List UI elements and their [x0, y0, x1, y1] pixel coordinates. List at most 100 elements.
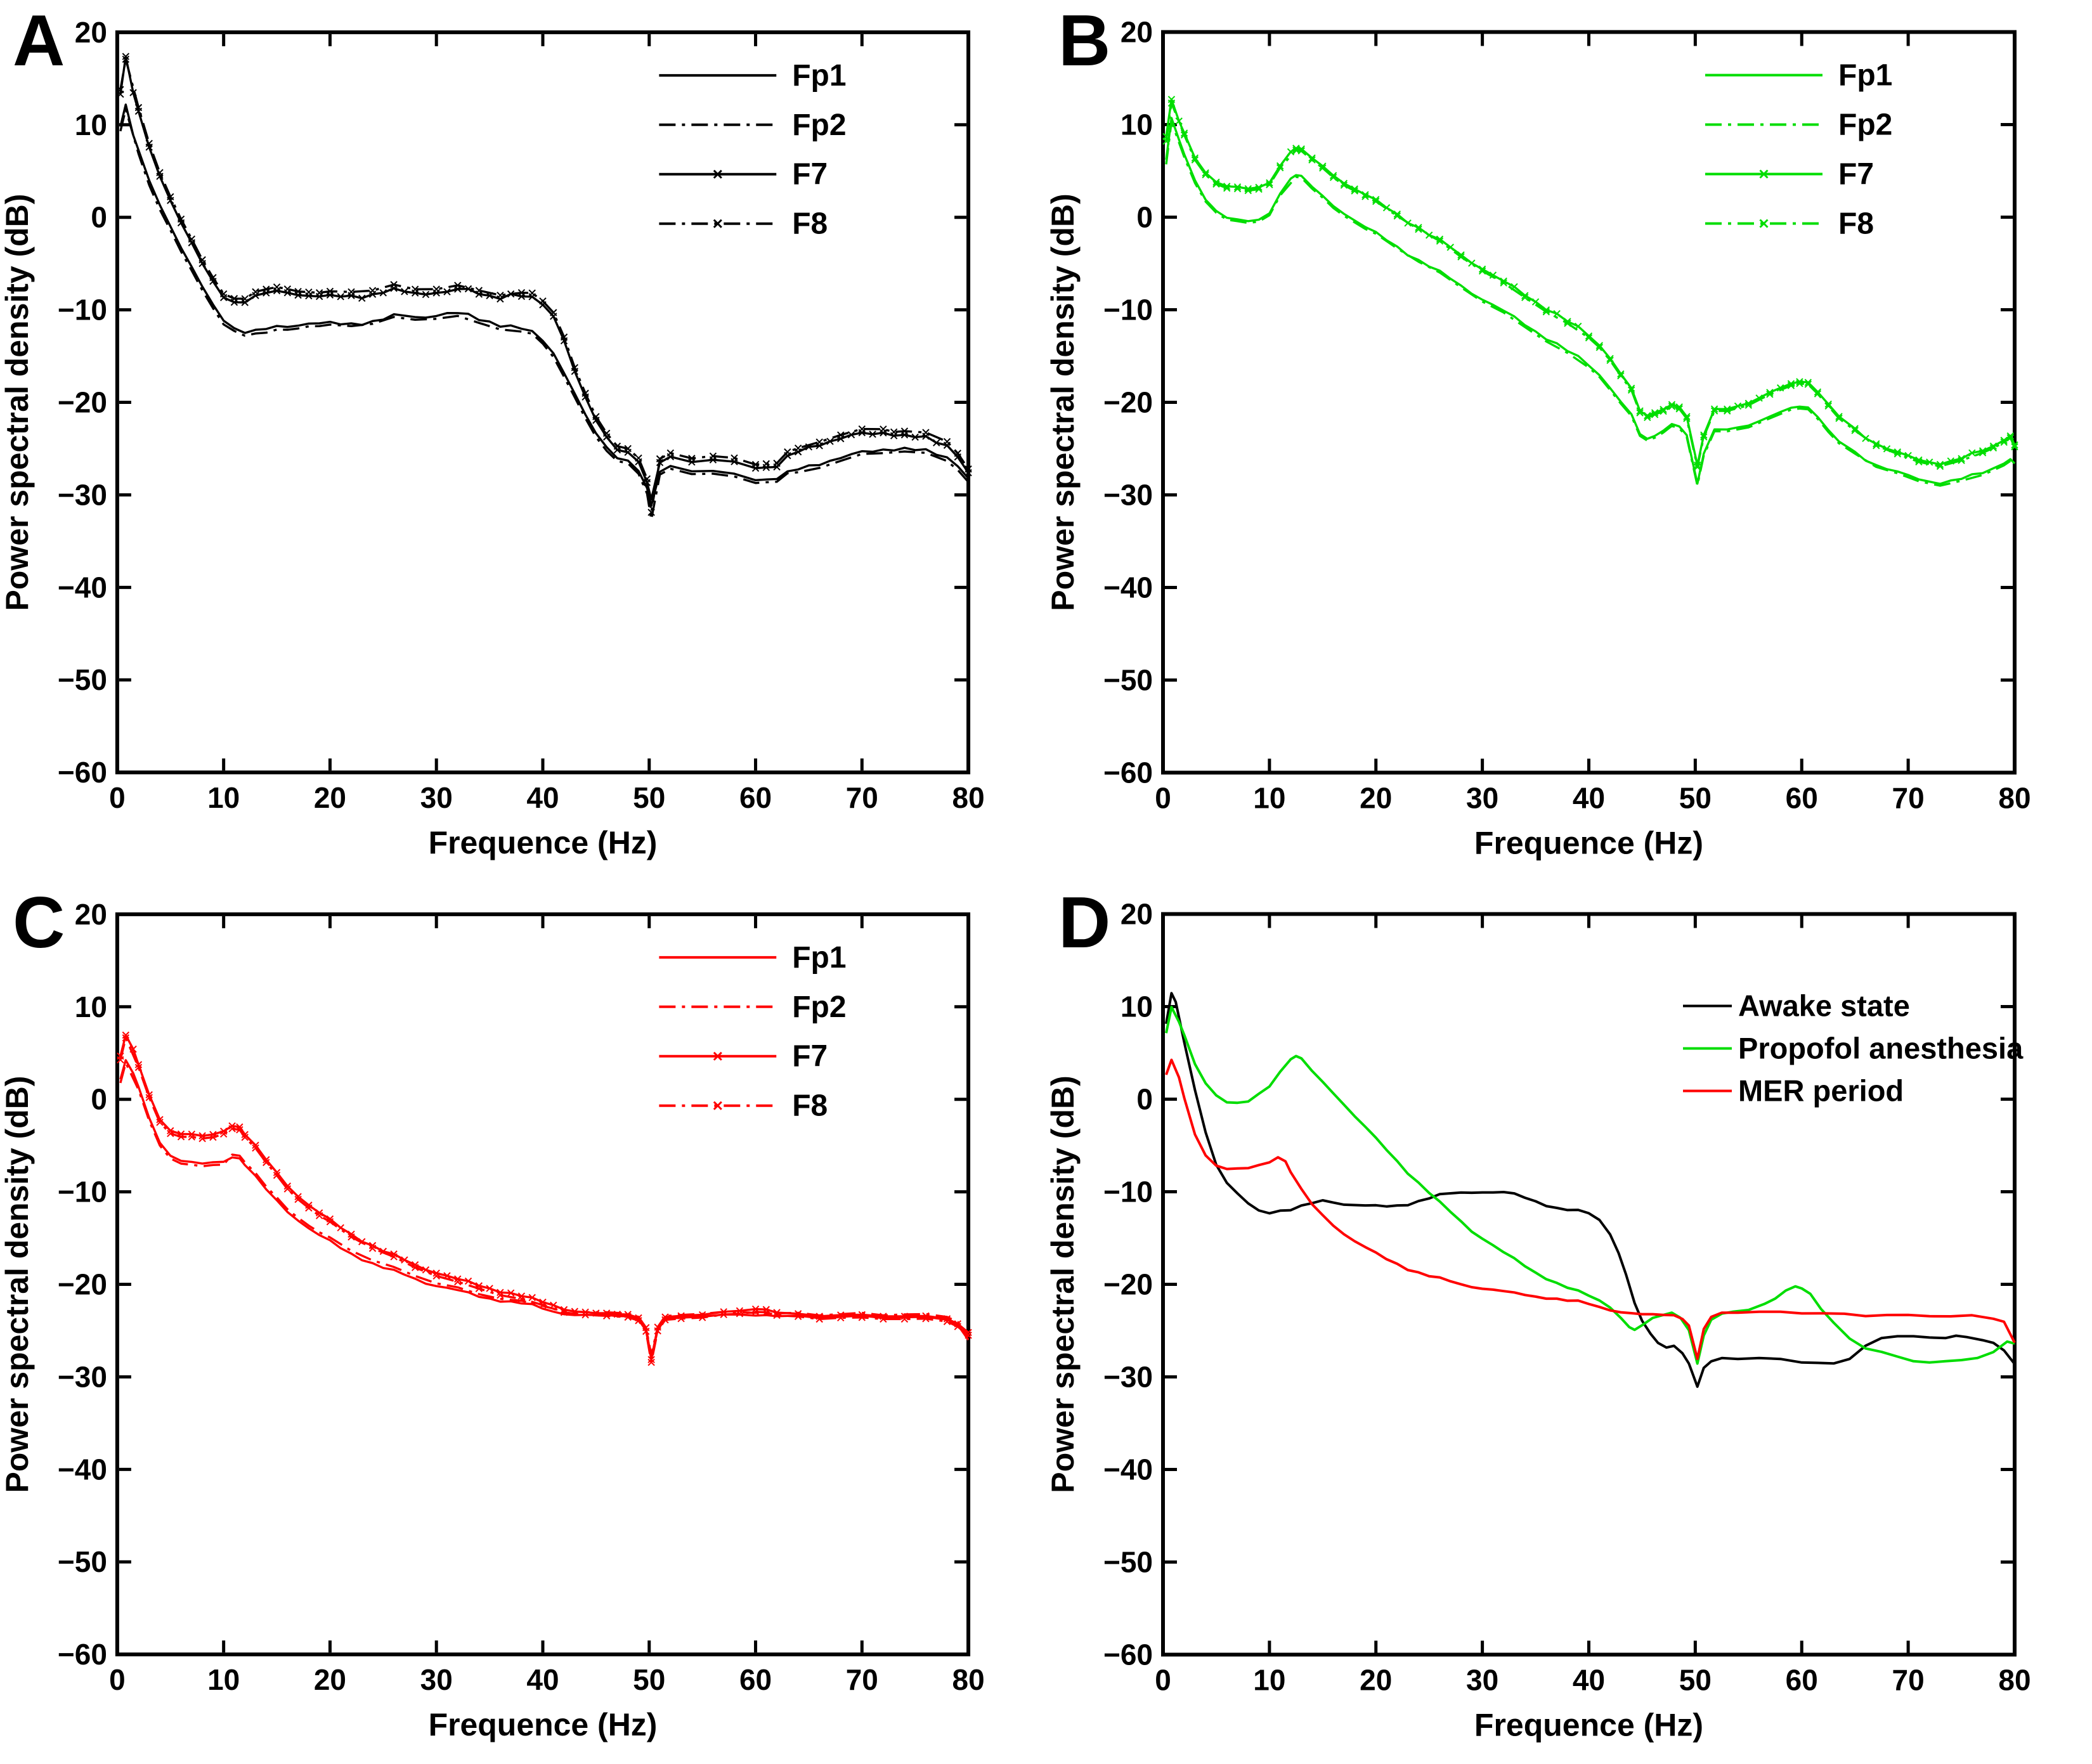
y-tick-label: −30	[1103, 1361, 1153, 1394]
x-axis-title: Frequence (Hz)	[1474, 1708, 1703, 1743]
y-axis-title: Power spectral density (dB)	[0, 194, 35, 611]
y-tick-label: 20	[75, 898, 107, 931]
legend-label-mer-period: MER period	[1738, 1074, 1904, 1108]
curve-markers-f8	[117, 1034, 972, 1366]
panel-A-letter: A	[13, 1, 65, 81]
y-tick-label: 0	[91, 201, 107, 234]
y-tick-label: −20	[58, 1268, 107, 1301]
legend-label-propofol-anesthesia: Propofol anesthesia	[1738, 1032, 2024, 1065]
plot-border	[1161, 912, 2017, 1657]
x-tick-label: 80	[1998, 782, 2030, 815]
x-tick-label: 40	[1573, 1664, 1605, 1697]
y-tick-label: 20	[1121, 16, 1153, 49]
panel-B-letter: B	[1058, 1, 1111, 81]
y-tick-label: −40	[58, 1453, 107, 1486]
curve-fp1	[119, 103, 970, 507]
x-tick-label: 70	[846, 781, 878, 814]
x-tick-label: 20	[314, 781, 346, 814]
x-tick-label: 30	[420, 781, 453, 814]
x-tick-label: 10	[1253, 782, 1285, 815]
legend-label-fp2: Fp2	[1838, 108, 1892, 142]
x-tick-label: 30	[1466, 782, 1498, 815]
x-tick-label: 60	[1786, 782, 1818, 815]
x-tick-label: 10	[1253, 1664, 1285, 1697]
legend-label-fp2: Fp2	[792, 990, 846, 1024]
y-tick-label: 10	[75, 990, 107, 1023]
curve-awake-state	[1165, 992, 2016, 1388]
curve-f8	[119, 1037, 970, 1364]
legend-label-f8: F8	[792, 207, 828, 241]
y-tick-label: −60	[58, 1638, 107, 1671]
panel-B-plot: 0 10 20 30 40 50 60 70 80 20 10 0 −10 −20 −30 −40 −50 −60…	[1046, 16, 2031, 861]
panel-C: 0 10 20 30 40 50 60 70 80 20 10 0 −10 −20 −30 −40 −50 −60…	[0, 882, 1046, 1764]
y-tick-label: 0	[91, 1083, 107, 1116]
curve-fp1	[1165, 117, 2016, 485]
y-tick-label: −50	[58, 663, 107, 696]
y-tick-label: −40	[58, 571, 107, 604]
y-tick-label: 0	[1136, 201, 1153, 234]
legend-swatch-marker-f8	[1759, 219, 1769, 228]
y-tick-label: −20	[1103, 1268, 1153, 1301]
y-tick-label: −30	[58, 1360, 107, 1393]
legend-label-fp1: Fp1	[1838, 59, 1892, 93]
y-tick-label: −30	[58, 478, 107, 511]
y-tick-label: 10	[1121, 990, 1153, 1023]
y-axis-title: Power spectral density (dB)	[1046, 1075, 1081, 1493]
curve-markers-f8	[1162, 99, 2018, 471]
legend-label-f7: F7	[792, 158, 828, 191]
y-axis-title: Power spectral density (dB)	[1046, 193, 1081, 611]
legend-label-f8: F8	[792, 1089, 828, 1123]
legend-label-f7: F7	[792, 1040, 828, 1073]
y-tick-label: 20	[75, 16, 107, 49]
x-tick-label: 80	[952, 781, 985, 814]
x-tick-label: 50	[633, 781, 665, 814]
x-tick-label: 80	[1998, 1664, 2030, 1697]
plot-border	[1161, 30, 2017, 775]
x-tick-label: 60	[739, 781, 772, 814]
x-tick-label: 50	[1679, 782, 1712, 815]
legend-swatch-marker-f8	[713, 219, 722, 228]
legend-swatch-marker-f7	[713, 169, 722, 179]
y-tick-label: −60	[1103, 1638, 1153, 1671]
legend-label-fp1: Fp1	[792, 59, 846, 93]
curve-markers-f7	[117, 53, 972, 503]
legend-label-f8: F8	[1838, 207, 1874, 241]
panel-B: 0 10 20 30 40 50 60 70 80 20 10 0 −10 −20 −30 −40 −50 −60…	[1046, 0, 2092, 882]
y-tick-label: 10	[75, 108, 107, 141]
y-tick-label: −10	[58, 294, 107, 327]
y-tick-label: −20	[58, 386, 107, 419]
y-tick-label: −50	[1103, 664, 1153, 697]
panel-A-plot: 0 10 20 30 40 50 60 70 80 20 10 0 −10 −20 −30 −40 −50 −60…	[0, 16, 985, 860]
curve-markers-f8	[117, 55, 972, 516]
curve-fp2	[1165, 120, 2016, 487]
curve-markers-f7	[117, 1031, 972, 1363]
curve-markers-f7	[1162, 96, 2018, 469]
legend-swatch-marker-f8	[713, 1101, 722, 1110]
x-tick-label: 50	[633, 1663, 665, 1696]
legend-label-awake-state: Awake state	[1738, 989, 1910, 1023]
y-tick-label: −60	[58, 756, 107, 789]
panel-C-letter: C	[13, 883, 65, 963]
plot-border	[115, 912, 971, 1657]
x-axis-title: Frequence (Hz)	[429, 825, 658, 860]
y-tick-label: −20	[1103, 386, 1153, 419]
x-tick-label: 10	[207, 781, 240, 814]
x-tick-label: 0	[109, 781, 126, 814]
x-tick-label: 0	[1155, 1664, 1171, 1697]
y-axis-title: Power spectral density (dB)	[0, 1076, 35, 1493]
x-tick-label: 30	[1466, 1664, 1498, 1697]
y-tick-label: −10	[58, 1176, 107, 1209]
y-tick-label: 0	[1136, 1083, 1153, 1116]
y-tick-label: −40	[1103, 571, 1153, 604]
curve-fp2	[119, 108, 970, 521]
x-tick-label: 0	[1155, 782, 1171, 815]
plot-border	[115, 30, 971, 775]
legend-label-f7: F7	[1838, 158, 1874, 191]
y-tick-label: 20	[1121, 898, 1153, 931]
x-tick-label: 70	[846, 1663, 878, 1696]
legend-label-fp1: Fp1	[792, 941, 846, 975]
x-axis-title: Frequence (Hz)	[1474, 826, 1703, 861]
y-tick-label: −50	[1103, 1546, 1153, 1579]
legend-label-fp2: Fp2	[792, 108, 846, 142]
